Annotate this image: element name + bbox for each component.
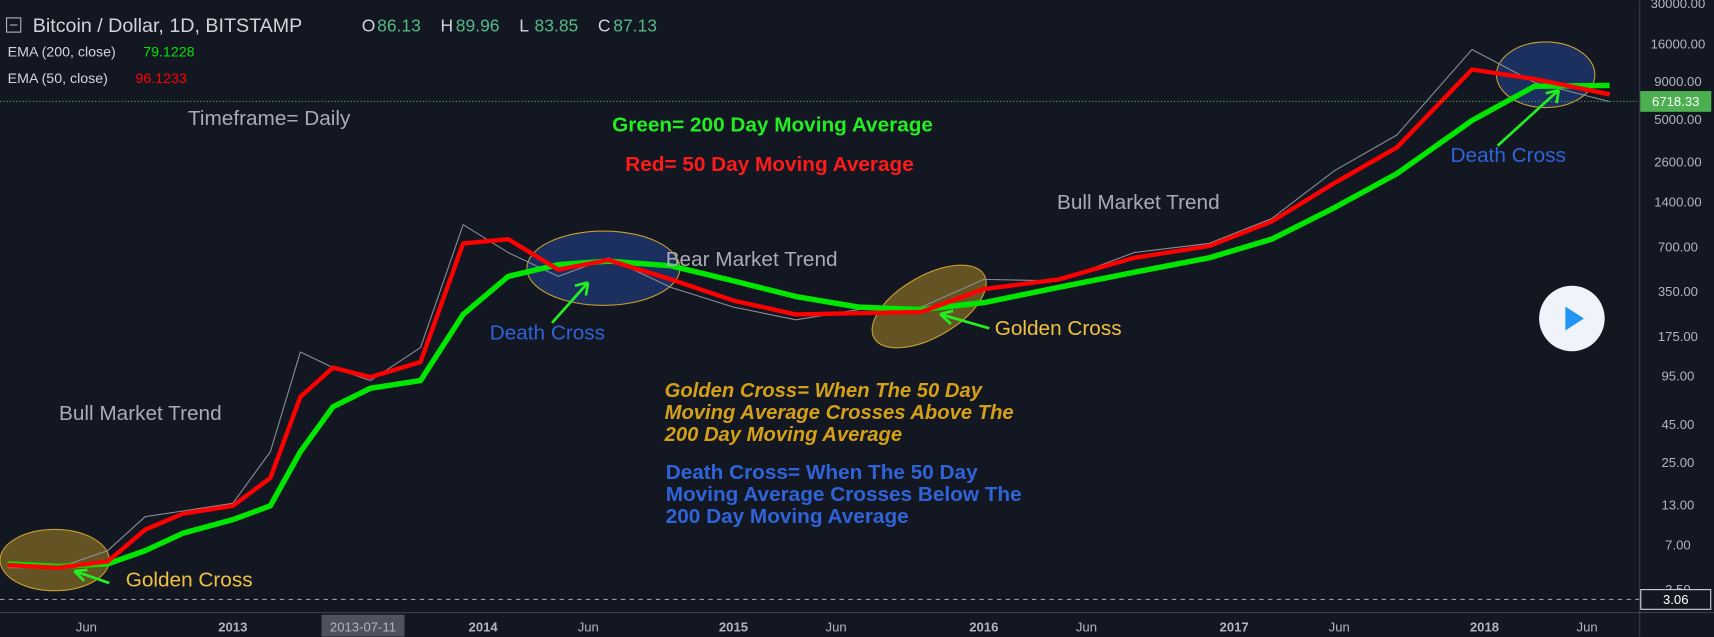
x-axis-panel (0, 612, 1714, 637)
play-icon (1565, 306, 1584, 331)
y-tick-label: 30000.00 (1651, 0, 1706, 11)
ohlc-value: 83.85 (535, 15, 579, 35)
x-tick-label: 2018 (1470, 619, 1499, 634)
y-tick-label: 700.00 (1658, 239, 1698, 254)
play-button[interactable] (1539, 285, 1605, 352)
y-tick-label: 25.00 (1662, 455, 1695, 470)
price-label-bg (1640, 91, 1712, 112)
crosshair-label-bg (321, 614, 405, 637)
price-label: 3.06 (1663, 592, 1689, 607)
ohlc-label: H (441, 15, 454, 35)
y-tick-label: 45.00 (1662, 417, 1695, 432)
ohlc-label: O (362, 15, 376, 35)
arrow (73, 568, 110, 585)
annotation: Death Cross (1451, 144, 1566, 167)
arrow (1496, 88, 1561, 147)
golden-cross-note: 200 Day Moving Average (664, 424, 902, 446)
annotation: Bull Market Trend (1057, 191, 1220, 214)
drawings (0, 41, 1596, 592)
legend-entry: EMA (200, close) (8, 45, 116, 61)
ohlc-value: 89.96 (456, 15, 500, 35)
y-tick-label: 16000.00 (1651, 37, 1706, 52)
annotation: Death Cross (490, 321, 605, 344)
x-tick-label: Jun (1076, 619, 1097, 634)
x-tick-label: Jun (76, 619, 97, 634)
y-tick-label: 5000.00 (1654, 112, 1701, 127)
x-tick-label: Jun (1329, 619, 1350, 634)
series-line (7, 82, 1610, 570)
y-tick-label: 7.00 (1665, 537, 1691, 552)
x-tick-label: Jun (826, 619, 847, 634)
x-tick-label: 2013 (218, 619, 247, 634)
price-label: 6718.33 (1652, 94, 1699, 109)
legend-value: 96.1233 (136, 71, 187, 87)
y-tick-label: 13.00 (1662, 497, 1695, 512)
y-tick-label: 9000.00 (1654, 74, 1701, 89)
ohlc-value: 87.13 (613, 15, 657, 35)
annotation: Green= 200 Day Moving Average (612, 114, 933, 137)
golden-cross-note: Moving Average Crosses Above The (665, 402, 1014, 424)
legend-entry: EMA (50, close) (8, 71, 108, 87)
legend-value: 79.1228 (143, 45, 194, 61)
x-tick-label: Jun (1577, 619, 1598, 634)
x-tick-label: 2014 (469, 619, 499, 634)
x-tick-label: Jun (578, 619, 599, 634)
arrow (551, 281, 590, 324)
annotation: Golden Cross (126, 568, 253, 591)
death-cross-note: Death Cross= When The 50 Day (666, 461, 978, 484)
x-tick-label: 2015 (719, 619, 748, 634)
annotation: Red= 50 Day Moving Average (625, 153, 914, 176)
y-tick-label: 1400.00 (1654, 194, 1701, 209)
ohlc-value: 86.13 (377, 15, 421, 35)
series-line (7, 67, 1611, 570)
annotation: Golden Cross (995, 317, 1122, 340)
symbol-title: Bitcoin / Dollar, 1D, BITSTAMP (33, 15, 302, 37)
y-tick-label: 350.00 (1658, 284, 1698, 299)
y-tick-label: 2600.00 (1654, 154, 1701, 169)
y-tick-label: 175.00 (1658, 329, 1698, 344)
annotations: Timeframe= Daily Green= 200 Day Moving Av… (59, 107, 1566, 591)
golden-cross-note: Golden Cross= When The 50 Day (665, 380, 984, 402)
annotation: Bear Market Trend (666, 248, 838, 271)
annotation: Bull Market Trend (59, 402, 222, 425)
arrows (73, 88, 1561, 585)
series-line (7, 48, 1610, 569)
y-tick-label: 95.00 (1662, 369, 1695, 384)
x-tick-label: 2017 (1220, 619, 1249, 634)
ohlc-label: L (519, 15, 529, 35)
collapse-button[interactable] (6, 17, 22, 33)
annotation: Timeframe= Daily (188, 107, 351, 130)
death-cross-note: 200 Day Moving Average (666, 505, 909, 528)
legend: Bitcoin / Dollar, 1D, BITSTAMP O 86.13 H 89.… (6, 15, 657, 87)
price-label-bg (1640, 589, 1712, 610)
plot (0, 48, 1640, 601)
x-tick-label: 2016 (969, 619, 998, 634)
death-cross-note: Moving Average Crosses Below The (666, 483, 1022, 506)
ohlc-label: C (598, 15, 611, 35)
golden-cross-highlight (0, 528, 110, 592)
x-tick-label: 2013-07-11 (330, 619, 396, 634)
arrow (939, 309, 990, 330)
